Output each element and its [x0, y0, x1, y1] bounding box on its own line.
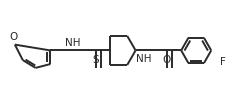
Text: F: F [220, 57, 226, 67]
Text: O: O [163, 55, 171, 65]
Text: O: O [10, 32, 18, 42]
Text: S: S [93, 55, 99, 65]
Text: NH: NH [136, 54, 152, 64]
Text: NH: NH [66, 38, 81, 48]
